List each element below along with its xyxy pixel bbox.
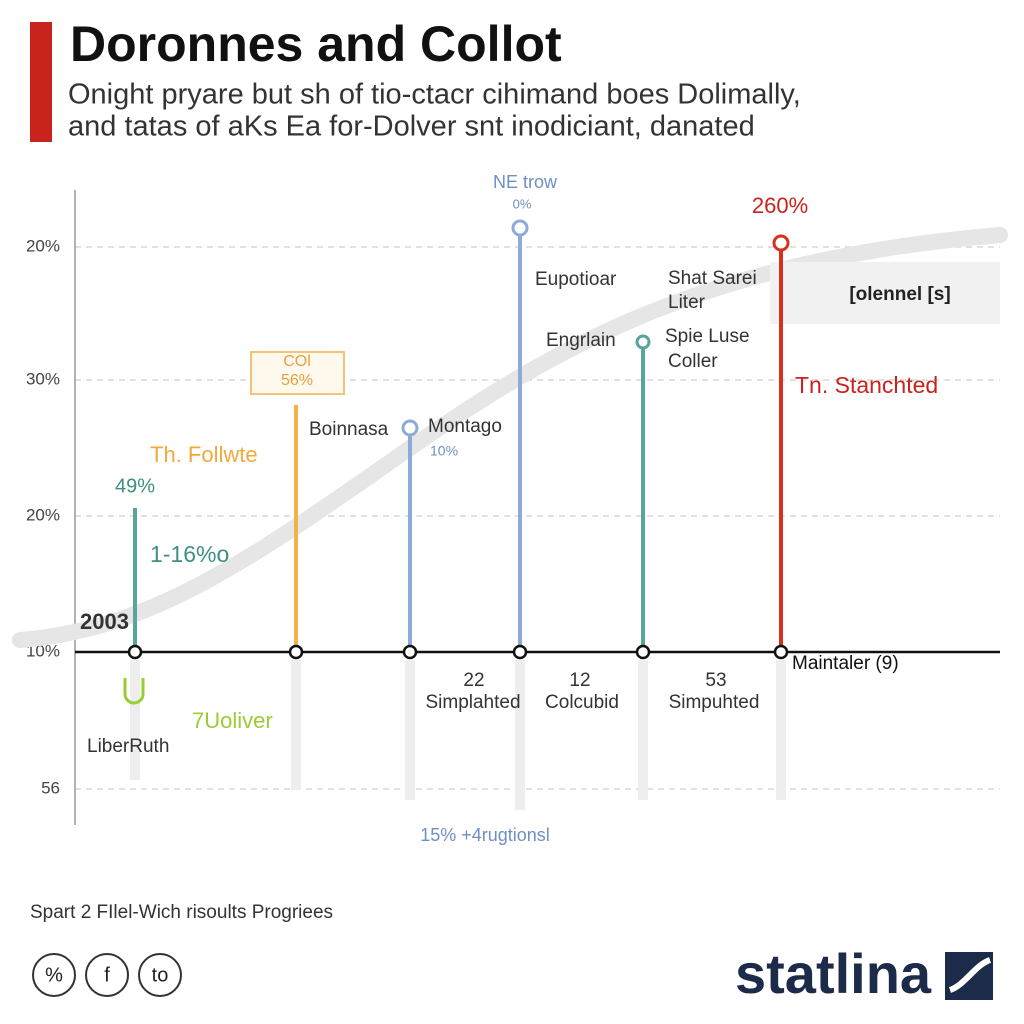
legend-panel (770, 262, 1000, 324)
label: 22 (463, 670, 484, 691)
icon-label: % (45, 964, 63, 986)
y-tick-label: 56 (41, 778, 60, 797)
share-icon[interactable] (32, 953, 76, 997)
icon-label: to (152, 964, 169, 986)
share-icons: % f to (32, 953, 182, 997)
label: 1-16%o (150, 541, 229, 567)
y-tick-label: 20% (26, 505, 60, 524)
share-icon[interactable] (85, 953, 129, 997)
y-tick-label: 20% (26, 236, 60, 255)
label: Spie Luse (665, 326, 750, 347)
label: Eupotioar (535, 269, 617, 290)
label: COl (283, 353, 311, 370)
label: Colcubid (545, 692, 619, 713)
label: Engrlain (546, 330, 616, 351)
label: 2003 (80, 609, 129, 634)
label: 15% +4rugtionsl (420, 825, 550, 845)
label: Liter (668, 292, 706, 313)
label: Tn. Stanchted (795, 372, 938, 398)
label: 49% (115, 475, 155, 497)
label: Simpuhted (669, 692, 760, 713)
logo-mark (948, 957, 992, 993)
label: 7Uoliver (192, 708, 273, 733)
label: Maintaler (9) (792, 653, 899, 674)
icon-label: f (104, 964, 110, 986)
label: 260% (752, 193, 808, 218)
stem-tops (401, 219, 790, 437)
label: NE trow (493, 172, 558, 192)
y-tick-label: 30% (26, 369, 60, 388)
subtitle: and tatas of aKs Ea for-Dolver snt inodi… (68, 111, 755, 143)
grid (75, 246, 1000, 790)
icon (123, 678, 145, 705)
label: 12 (569, 670, 590, 691)
stems (133, 228, 783, 652)
title-accent (30, 22, 52, 142)
subtitle: Onight pryare but sh of tio-ctacr cihima… (68, 79, 801, 111)
baseline-dots (127, 644, 789, 660)
label: 56% (281, 372, 313, 389)
legend-label: [olennel [s] (849, 284, 950, 305)
label: Shat Sarei (668, 268, 757, 289)
label: 10% (430, 443, 458, 459)
label: Simplahted (425, 692, 520, 713)
source: Spart 2 FIlel-Wich risoults Progriees (30, 902, 333, 923)
label: LiberRuth (87, 736, 169, 757)
title: Doronnes and Collot (70, 16, 562, 72)
label: Th. Follwte (150, 442, 258, 467)
shadows (130, 660, 786, 810)
label: 53 (705, 670, 726, 691)
logo: statlina (735, 942, 932, 1005)
label: Montago (428, 416, 502, 437)
label: Coller (668, 351, 718, 372)
share-icon[interactable] (138, 953, 182, 997)
label: Boinnasa (309, 419, 389, 440)
label: 0% (513, 196, 532, 211)
value-box (250, 351, 345, 395)
